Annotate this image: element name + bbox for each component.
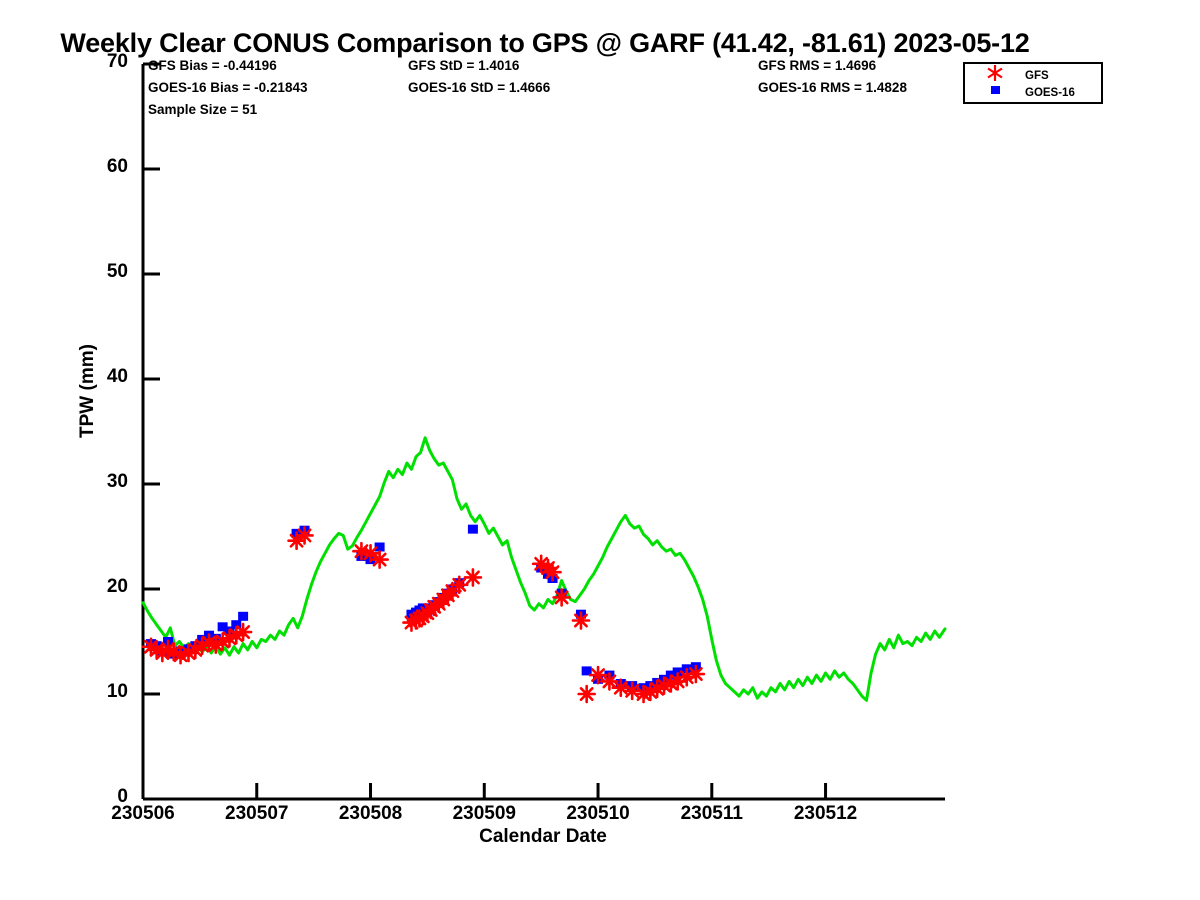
stat-goes16-bias: GOES-16 Bias = -0.21843	[148, 80, 308, 95]
legend-label-goes16: GOES-16	[1025, 86, 1075, 99]
x-tick-label: 230509	[452, 803, 516, 824]
series-gps-line	[141, 436, 947, 702]
stat-sample-size: Sample Size = 51	[148, 102, 258, 117]
y-tick-label: 60	[106, 156, 128, 177]
x-tick-label: 230510	[566, 803, 630, 824]
y-tick-label: 50	[106, 261, 128, 282]
y-axis-ticks	[143, 62, 160, 801]
stat-gfs-std: GFS StD = 1.4016	[408, 58, 520, 73]
x-axis-ticks	[141, 783, 828, 799]
stat-goes16-std: GOES-16 StD = 1.4666	[408, 80, 551, 95]
x-tick-label: 230507	[225, 803, 289, 824]
y-tick-label: 20	[106, 576, 128, 597]
stat-gfs-rms: GFS RMS = 1.4696	[758, 58, 877, 73]
y-axis-title: TPW (mm)	[77, 344, 98, 438]
asterisk-icon	[971, 63, 1019, 88]
page-title: Weekly Clear CONUS Comparison to GPS @ G…	[60, 28, 1030, 58]
x-tick-label: 230508	[338, 803, 403, 824]
legend: GFS GOES-16	[963, 62, 1103, 104]
series-gfs-markers	[141, 526, 706, 704]
y-tick-label: 40	[106, 366, 128, 387]
x-tick-label: 230512	[793, 803, 858, 824]
y-tick-label: 70	[106, 51, 128, 72]
x-axis-title: Calendar Date	[479, 826, 607, 847]
y-tick-label: 0	[117, 786, 128, 807]
square-icon	[971, 82, 1019, 103]
stat-goes16-rms: GOES-16 RMS = 1.4828	[758, 80, 907, 95]
stat-gfs-bias: GFS Bias = -0.44196	[148, 58, 277, 73]
x-tick-label: 230511	[680, 803, 743, 824]
x-tick-label: 230506	[111, 803, 175, 824]
y-tick-label: 10	[106, 681, 128, 702]
y-tick-label: 30	[106, 471, 128, 492]
axes	[141, 64, 945, 801]
legend-label-gfs: GFS	[1025, 69, 1049, 82]
legend-item-goes16: GOES-16	[971, 82, 1075, 103]
legend-item-gfs: GFS	[971, 63, 1049, 88]
